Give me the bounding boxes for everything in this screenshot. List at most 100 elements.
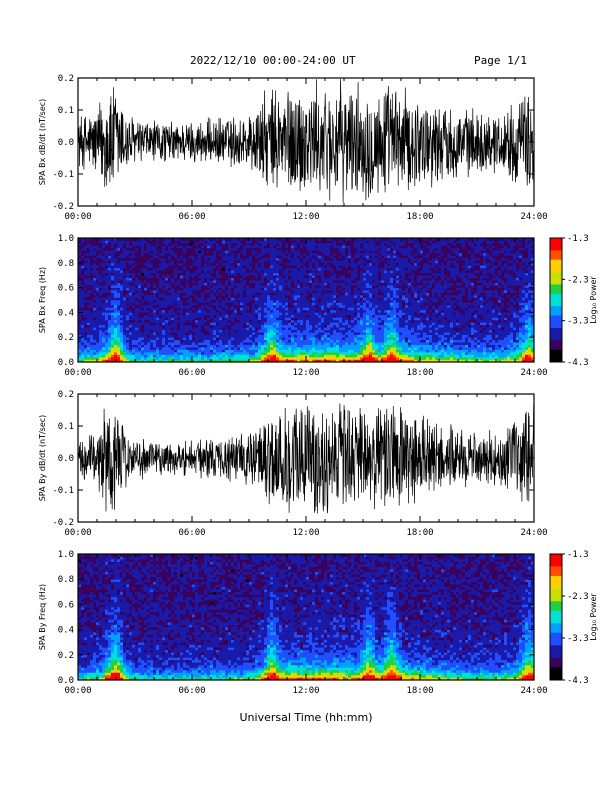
spectrogram-cell xyxy=(96,253,99,256)
spectrogram-cell xyxy=(168,347,171,350)
spectrogram-cell xyxy=(294,320,297,323)
spectrogram-cell xyxy=(258,352,261,355)
spectrogram-cell xyxy=(213,342,216,345)
spectrogram-cell xyxy=(132,320,135,323)
spectrogram-cell xyxy=(207,340,210,343)
spectrogram-cell xyxy=(174,345,177,348)
spectrogram-cell xyxy=(201,270,204,273)
spectrogram-cell xyxy=(153,322,156,325)
spectrogram-cell xyxy=(240,265,243,268)
spectrogram-cell xyxy=(129,330,132,333)
spectrogram-cell xyxy=(81,315,84,318)
spectrogram-cell xyxy=(129,280,132,283)
spectrogram-cell xyxy=(147,320,150,323)
spectrogram-cell xyxy=(300,283,303,286)
spectrogram-cell xyxy=(276,315,279,318)
spectrogram-cell xyxy=(252,352,255,355)
spectrogram-cell xyxy=(210,298,213,301)
spectrogram-cell xyxy=(231,317,234,320)
spectrogram-cell xyxy=(90,273,93,276)
spectrogram-cell xyxy=(150,253,153,256)
spectrogram-cell xyxy=(300,258,303,261)
spectrogram-cell xyxy=(351,300,354,303)
spectrogram-cell xyxy=(261,253,264,256)
spectrogram-cell xyxy=(243,260,246,263)
spectrogram-cell xyxy=(174,340,177,343)
spectrogram-cell xyxy=(192,283,195,286)
spectrogram-cell xyxy=(351,325,354,328)
spectrogram-cell xyxy=(117,320,120,323)
spectrogram-cell xyxy=(198,312,201,315)
spectrogram-cell xyxy=(147,275,150,278)
spectrogram-cell xyxy=(147,285,150,288)
spectrogram-cell xyxy=(162,337,165,340)
spectrogram-cell xyxy=(288,295,291,298)
spectrogram-cell xyxy=(261,290,264,293)
spectrogram-cell xyxy=(138,290,141,293)
spectrogram-cell xyxy=(111,250,114,253)
spectrogram-cell xyxy=(318,288,321,291)
spectrogram-cell xyxy=(291,310,294,313)
spectrogram-cell xyxy=(231,275,234,278)
spectrogram-cell xyxy=(132,322,135,325)
spectrogram-cell xyxy=(237,243,240,246)
spectrogram-cell xyxy=(237,283,240,286)
spectrogram-cell xyxy=(348,357,351,360)
spectrogram-cell xyxy=(318,245,321,248)
spectrogram-cell xyxy=(144,273,147,276)
spectrogram-cell xyxy=(150,340,153,343)
spectrogram-cell xyxy=(321,345,324,348)
spectrogram-cell xyxy=(252,305,255,308)
spectrogram-cell xyxy=(171,260,174,263)
spectrogram-cell xyxy=(294,298,297,301)
spectrogram-cell xyxy=(246,278,249,281)
spectrogram-cell xyxy=(120,288,123,291)
spectrogram-cell xyxy=(174,322,177,325)
spectrogram-cell xyxy=(168,250,171,253)
spectrogram-cell xyxy=(249,307,252,310)
spectrogram-cell xyxy=(267,345,270,348)
spectrogram-cell xyxy=(285,243,288,246)
spectrogram-cell xyxy=(207,275,210,278)
spectrogram-cell xyxy=(144,248,147,251)
spectrogram-cell xyxy=(84,327,87,330)
spectrogram-cell xyxy=(288,307,291,310)
spectrogram-cell xyxy=(156,355,159,358)
spectrogram-cell xyxy=(222,290,225,293)
spectrogram-cell xyxy=(165,270,168,273)
spectrogram-cell xyxy=(177,347,180,350)
spectrogram-cell xyxy=(81,345,84,348)
spectrogram-cell xyxy=(270,327,273,330)
spectrogram-cell xyxy=(348,355,351,358)
spectrogram-cell xyxy=(231,268,234,271)
spectrogram-cell xyxy=(357,327,360,330)
spectrogram-cell xyxy=(147,255,150,258)
spectrogram-cell xyxy=(120,240,123,243)
spectrogram-cell xyxy=(99,347,102,350)
spectrogram-cell xyxy=(204,285,207,288)
spectrogram-cell xyxy=(306,327,309,330)
spectrogram-cell xyxy=(267,283,270,286)
spectrogram-cell xyxy=(273,320,276,323)
spectrogram-cell xyxy=(315,352,318,355)
spectrogram-cell xyxy=(228,337,231,340)
spectrogram-cell xyxy=(138,310,141,313)
spectrogram-cell xyxy=(96,322,99,325)
spectrogram-cell xyxy=(309,293,312,296)
spectrogram-cell xyxy=(192,342,195,345)
spectrogram-cell xyxy=(195,305,198,308)
spectrogram-cell xyxy=(234,275,237,278)
spectrogram-cell xyxy=(201,312,204,315)
spectrogram-cell xyxy=(339,240,342,243)
spectrogram-cell xyxy=(276,300,279,303)
spectrogram-cell xyxy=(342,345,345,348)
spectrogram-cell xyxy=(303,295,306,298)
spectrogram-cell xyxy=(123,300,126,303)
spectrogram-cell xyxy=(336,245,339,248)
spectrogram-cell xyxy=(156,278,159,281)
spectrogram-cell xyxy=(192,288,195,291)
spectrogram-cell xyxy=(351,317,354,320)
spectrogram-cell xyxy=(156,258,159,261)
spectrogram-cell xyxy=(201,278,204,281)
spectrogram-cell xyxy=(114,350,117,353)
